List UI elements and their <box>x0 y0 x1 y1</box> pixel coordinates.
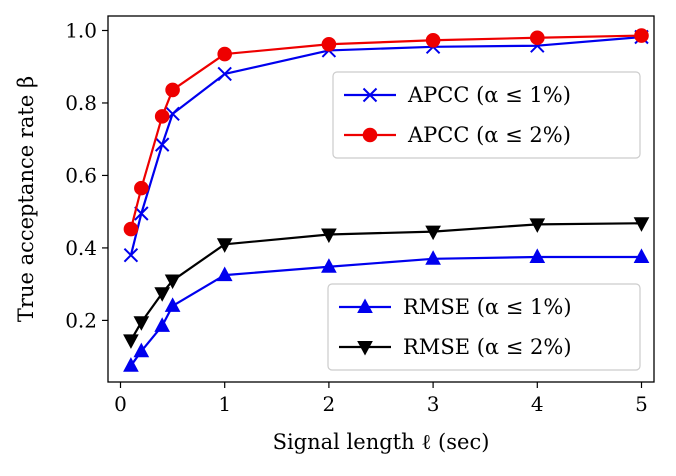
legend-marker <box>362 87 378 103</box>
legend-label: RMSE (α ≤ 2%) <box>403 335 572 359</box>
legend-marker <box>357 341 373 356</box>
data-point <box>633 248 650 263</box>
y-axis-label: True acceptance rate β <box>14 76 38 322</box>
data-point <box>217 46 233 62</box>
y-tick-label: 0.8 <box>65 91 97 115</box>
axis-ticks: 0 1 2 3 4 5 0.2 0.4 0.6 0.8 1.0 <box>65 18 648 416</box>
legend-box <box>327 283 641 371</box>
legend-center-right: APCC (α ≤ 1%) APCC (α ≤ 2%) <box>332 71 641 159</box>
data-point <box>133 342 150 358</box>
data-point <box>634 28 649 43</box>
x-tick-label: 3 <box>427 392 440 416</box>
data-point <box>154 317 171 332</box>
y-tick-label: 0.4 <box>65 236 97 260</box>
legend-label: APCC (α ≤ 1%) <box>407 83 571 107</box>
data-point <box>123 357 139 372</box>
data-point <box>164 297 181 312</box>
series-1 <box>123 28 649 237</box>
data-point <box>154 109 170 124</box>
data-point <box>425 225 441 241</box>
legend-box <box>332 71 641 159</box>
series-2 <box>123 248 650 372</box>
legend-label: RMSE (α ≤ 1%) <box>403 295 572 319</box>
data-point <box>529 248 546 263</box>
data-point <box>133 316 150 331</box>
data-point <box>529 218 546 233</box>
data-point <box>216 266 233 282</box>
data-point <box>154 287 171 302</box>
x-tick-label: 4 <box>531 392 544 416</box>
data-point <box>529 30 545 46</box>
data-point <box>321 228 337 244</box>
legend-label: APCC (α ≤ 2%) <box>407 123 571 147</box>
data-point <box>216 238 233 253</box>
x-axis-label: Signal length ℓ (sec) <box>273 430 490 454</box>
x-tick-label: 5 <box>635 392 648 416</box>
x-tick-label: 0 <box>114 392 127 416</box>
data-point <box>154 137 170 152</box>
plot-area <box>123 28 650 372</box>
y-tick-label: 0.2 <box>65 308 97 332</box>
legend-marker <box>362 127 378 143</box>
data-point <box>633 217 650 232</box>
legend-lower-right: RMSE (α ≤ 1%) RMSE (α ≤ 2%) <box>327 283 641 371</box>
y-tick-label: 0.6 <box>65 163 97 187</box>
data-point <box>425 250 441 265</box>
data-point <box>123 221 139 237</box>
x-tick-label: 2 <box>323 392 336 416</box>
legend-marker <box>357 298 373 313</box>
data-point <box>123 247 139 263</box>
data-point <box>321 36 337 52</box>
data-point <box>321 258 337 273</box>
axes-frame <box>107 15 655 383</box>
data-point <box>134 180 149 196</box>
data-point <box>123 334 139 349</box>
series-3 <box>123 217 650 349</box>
y-tick-label: 1.0 <box>65 18 97 42</box>
data-point <box>164 274 181 290</box>
data-point <box>425 32 441 48</box>
legends: APCC (α ≤ 1%)APCC (α ≤ 2%)RMSE (α ≤ 1%)R… <box>327 71 641 371</box>
data-point <box>217 66 232 82</box>
data-point <box>165 82 180 98</box>
x-tick-label: 1 <box>218 392 231 416</box>
